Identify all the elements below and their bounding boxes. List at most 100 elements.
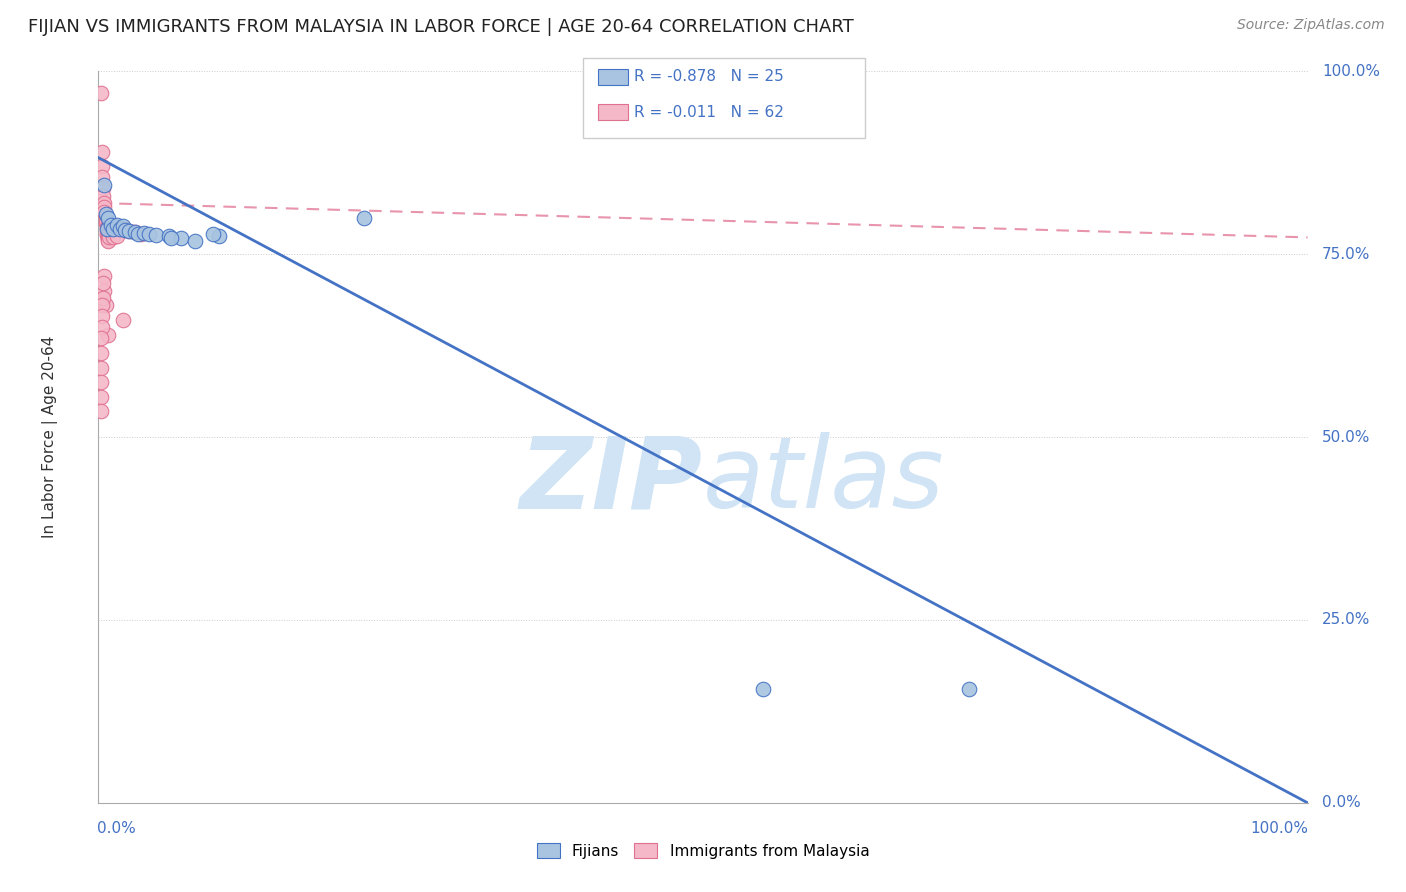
Point [94,213,117,227]
Point [353,211,375,225]
Point [93,269,115,284]
Point [107,224,129,238]
Point [101,221,124,235]
Point [98,229,121,244]
Point [91,277,114,291]
Point [108,221,131,235]
Text: 0.0%: 0.0% [1322,796,1361,810]
Point [100,225,122,239]
Point [169,231,191,245]
Point [100,221,122,235]
Point [129,227,152,242]
Point [91,291,114,305]
Text: R = -0.878   N = 25: R = -0.878 N = 25 [634,70,785,84]
Point [90,87,112,101]
Point [96,228,118,243]
Legend: Fijians, Immigrants from Malaysia: Fijians, Immigrants from Malaysia [530,837,876,864]
Point [145,228,167,243]
Point [100,221,122,235]
Point [103,219,125,234]
Point [100,218,122,232]
Text: atlas: atlas [703,433,945,530]
Point [97,233,120,247]
Point [90,376,112,390]
Point [96,220,118,235]
Point [90,360,112,375]
Point [157,228,180,243]
Point [96,225,118,239]
Point [97,229,120,244]
Point [208,228,231,243]
Point [124,225,146,239]
Point [111,313,134,327]
Point [124,225,146,239]
Point [97,234,120,248]
Text: 75.0%: 75.0% [1322,247,1371,261]
Point [101,230,124,244]
Point [160,231,183,245]
Text: 50.0%: 50.0% [1322,430,1371,444]
Text: Source: ZipAtlas.com: Source: ZipAtlas.com [1237,18,1385,32]
Point [114,221,136,235]
Point [94,298,117,312]
Point [98,227,121,242]
Text: R = -0.011   N = 62: R = -0.011 N = 62 [634,105,785,120]
Point [100,218,122,232]
Point [105,228,128,243]
Point [111,219,134,234]
Point [94,209,117,223]
Point [127,227,149,242]
Point [94,217,117,231]
Point [101,221,124,235]
Point [752,682,775,697]
Point [91,170,114,185]
Point [101,218,124,232]
Text: In Labor Force | Age 20-64: In Labor Force | Age 20-64 [42,336,58,538]
Point [93,196,115,211]
Text: 100.0%: 100.0% [1322,64,1381,78]
Point [91,298,114,312]
Point [91,188,114,202]
Point [100,225,122,239]
Point [98,221,121,235]
Point [98,218,121,232]
Point [111,223,134,237]
Point [91,145,114,159]
Point [90,346,112,360]
Point [96,219,118,233]
Point [105,218,128,232]
Point [97,211,120,225]
Point [138,227,160,242]
Point [94,207,117,221]
Point [90,404,112,418]
Point [114,223,136,237]
Point [202,227,225,241]
Text: FIJIAN VS IMMIGRANTS FROM MALAYSIA IN LABOR FORCE | AGE 20-64 CORRELATION CHART: FIJIAN VS IMMIGRANTS FROM MALAYSIA IN LA… [28,18,853,36]
Point [90,331,112,345]
Point [93,200,115,214]
Point [105,220,128,235]
Point [118,224,141,238]
Point [108,221,131,235]
Text: 0.0%: 0.0% [97,821,136,836]
Point [184,234,207,248]
Text: 100.0%: 100.0% [1251,821,1309,836]
Point [97,327,120,342]
Point [96,227,118,241]
Point [98,225,121,239]
Point [91,181,114,195]
Text: 25.0%: 25.0% [1322,613,1371,627]
Point [91,320,114,334]
Point [91,310,114,324]
Point [91,160,114,174]
Point [97,231,120,245]
Point [93,204,115,219]
Point [93,284,115,298]
Point [957,682,980,697]
Point [134,226,156,240]
Point [93,178,115,192]
Point [90,390,112,404]
Text: ZIP: ZIP [520,433,703,530]
Point [104,224,127,238]
Point [96,221,118,235]
